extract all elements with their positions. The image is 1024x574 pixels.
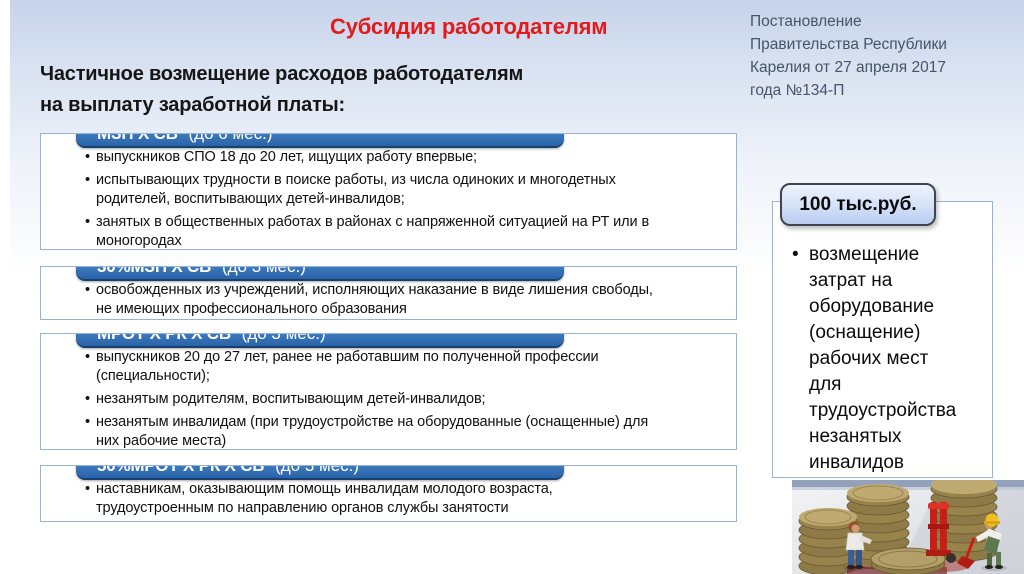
photo-illustration [792, 480, 1024, 574]
formula-header-bar: МРОТ Х РК Х СВ (до 3 мес.) [76, 333, 564, 348]
formula-header-bar: 30%МЗП Х СВ (до 3 мес.) [76, 266, 564, 281]
bullet-list: выпускников 20 до 27 лет, ранее не работ… [41, 334, 736, 449]
subsidy-block-50mrot-rk-sv: 50%МРОТ Х РК Х СВ (до 3 мес.) наставника… [40, 465, 737, 522]
duration-text: (до 6 мес.) [188, 133, 273, 143]
subtitle-line: Частичное возмещение расходов работодате… [40, 63, 524, 85]
bullet-item: наставникам, оказывающим помощь инвалида… [85, 480, 670, 518]
bullet-item: выпускников 20 до 27 лет, ранее не работ… [85, 348, 670, 386]
decree-line: Карелия от 27 апреля 2017 [750, 59, 946, 76]
equipment-subsidy-panel: 100 тыс.руб. возмещение затрат на оборуд… [772, 183, 993, 478]
amount-badge: 100 тыс.руб. [780, 183, 936, 226]
coin-stack [798, 508, 858, 574]
left-edge-strip [0, 0, 10, 574]
bullet-item: незанятым инвалидам (при трудоустройстве… [85, 413, 670, 449]
bullet-item: возмещение затрат на оборудование (оснащ… [792, 242, 964, 476]
worker-figure [957, 513, 1007, 571]
decree-line: Правительства Республики [750, 36, 947, 53]
decree-line: Постановление [750, 13, 862, 30]
bullet-list: выпускников СПО 18 до 20 лет, ищущих раб… [41, 134, 736, 249]
duration-text: (до 3 мес.) [241, 333, 326, 343]
subsidy-block-mrot-rk-sv: МРОТ Х РК Х СВ (до 3 мес.) выпускников 2… [40, 333, 737, 450]
bullet-item: освобожденных из учреждений, исполняющих… [85, 281, 670, 319]
bullet-list: освобожденных из учреждений, исполняющих… [41, 267, 736, 319]
bullet-item: испытывающих трудности в поиске работы, … [85, 171, 670, 209]
bullet-item: незанятым родителям, воспитывающим детей… [85, 390, 670, 409]
formula-text: МЗП Х СВ [97, 133, 178, 143]
subtitle-line: на выплату заработной платы: [40, 94, 346, 116]
formula-header-bar: МЗП Х СВ (до 6 мес.) [76, 133, 564, 148]
coins-workers-photo [792, 480, 1024, 574]
slide-title: Субсидия работодателям [330, 14, 608, 39]
bullet-list: наставникам, оказывающим помощь инвалида… [41, 466, 736, 518]
formula-text: МРОТ Х РК Х СВ [97, 333, 231, 343]
panel-bullet-list: возмещение затрат на оборудование (оснащ… [773, 202, 992, 476]
decree-reference: Постановление Правительства Республики К… [750, 10, 1000, 102]
formula-header-bar: 50%МРОТ Х РК Х СВ (до 3 мес.) [76, 465, 564, 480]
bullet-item: занятых в общественных работах в районах… [85, 213, 670, 249]
formula-text: 30%МЗП Х СВ [97, 266, 212, 276]
subsidy-block-30mzp-sv: 30%МЗП Х СВ (до 3 мес.) освобожденных из… [40, 266, 737, 320]
duration-text: (до 3 мес.) [275, 465, 360, 475]
red-handtruck [926, 502, 956, 563]
person-figure [843, 521, 872, 571]
formula-text: 50%МРОТ Х РК Х СВ [97, 465, 265, 475]
subsidy-block-mzp-sv: МЗП Х СВ (до 6 мес.) выпускников СПО 18 … [40, 133, 737, 250]
slide-subtitle: Частичное возмещение расходов работодате… [40, 59, 700, 121]
duration-text: (до 3 мес.) [221, 266, 306, 276]
decree-line: года №134-П [750, 82, 845, 99]
bullet-item: выпускников СПО 18 до 20 лет, ищущих раб… [85, 148, 670, 167]
